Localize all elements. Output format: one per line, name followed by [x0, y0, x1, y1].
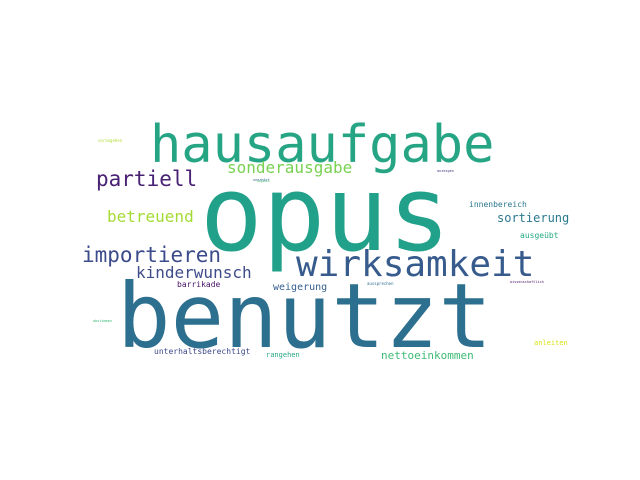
- word-abgeben: abgeben: [257, 179, 270, 183]
- word-nettoeinkommen: nettoeinkommen: [381, 349, 474, 362]
- word-barrikade: barrikade: [177, 280, 221, 289]
- word-weigerung: weigerung: [273, 282, 327, 293]
- word-wirksamkeit: wirksamkeit: [296, 244, 534, 285]
- word-ausgeubt: ausgeübt: [520, 231, 559, 240]
- word-partiell: partiell: [96, 167, 197, 191]
- word-anzeigen: anzeigen: [437, 169, 454, 173]
- word-aussprechen: aussprechen: [367, 281, 394, 286]
- word-importieren: importieren: [82, 243, 221, 267]
- word-wissenschaftlich: wissenschaftlich: [510, 280, 544, 284]
- word-unterhaltsberechtigt: unterhaltsberechtigt: [154, 347, 251, 356]
- word-unerhort: unerhört: [253, 178, 270, 182]
- word-anleiten: anleiten: [534, 339, 568, 347]
- word-innenbereich: innenbereich: [469, 200, 527, 209]
- word-benutzt: benutzt: [117, 264, 492, 368]
- word-sortierung: sortierung: [497, 211, 569, 225]
- word-sonderausgabe: sonderausgabe: [227, 158, 352, 177]
- word-kinderwunsch: kinderwunsch: [136, 263, 252, 282]
- word-rangehen: rangehen: [266, 351, 300, 359]
- word-abstimmen: abstimmen: [93, 319, 112, 323]
- word-opus: opus: [200, 153, 450, 275]
- word-betreuend: betreuend: [107, 207, 194, 226]
- word-vorangehen: vorangehen: [98, 138, 123, 143]
- word-hausaufgabe: hausaufgabe: [150, 115, 494, 175]
